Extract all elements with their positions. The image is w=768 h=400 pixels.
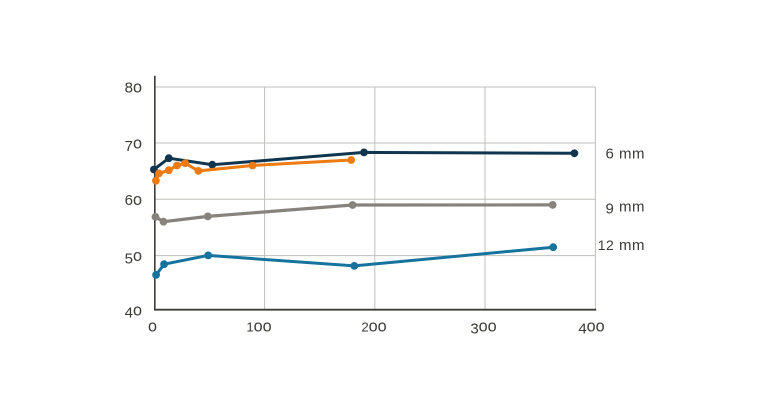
svg-text:4o: 4o	[125, 301, 142, 321]
svg-text:7o: 7o	[125, 135, 142, 155]
svg-text:8o: 8o	[125, 79, 142, 97]
svg-text:6o: 6o	[125, 191, 142, 209]
svg-text:4oo: 4oo	[578, 318, 604, 338]
svg-text:12 mm: 12 mm	[598, 237, 645, 254]
svg-text:6 mm: 6 mm	[606, 146, 646, 163]
svg-text:3oo: 3oo	[470, 318, 496, 338]
svg-text:1oo: 1oo	[246, 318, 271, 336]
svg-text:2oo: 2oo	[361, 318, 386, 336]
svg-text:9 mm: 9 mm	[605, 198, 645, 217]
svg-text:o: o	[148, 318, 157, 336]
svg-text:5o: 5o	[125, 247, 142, 267]
